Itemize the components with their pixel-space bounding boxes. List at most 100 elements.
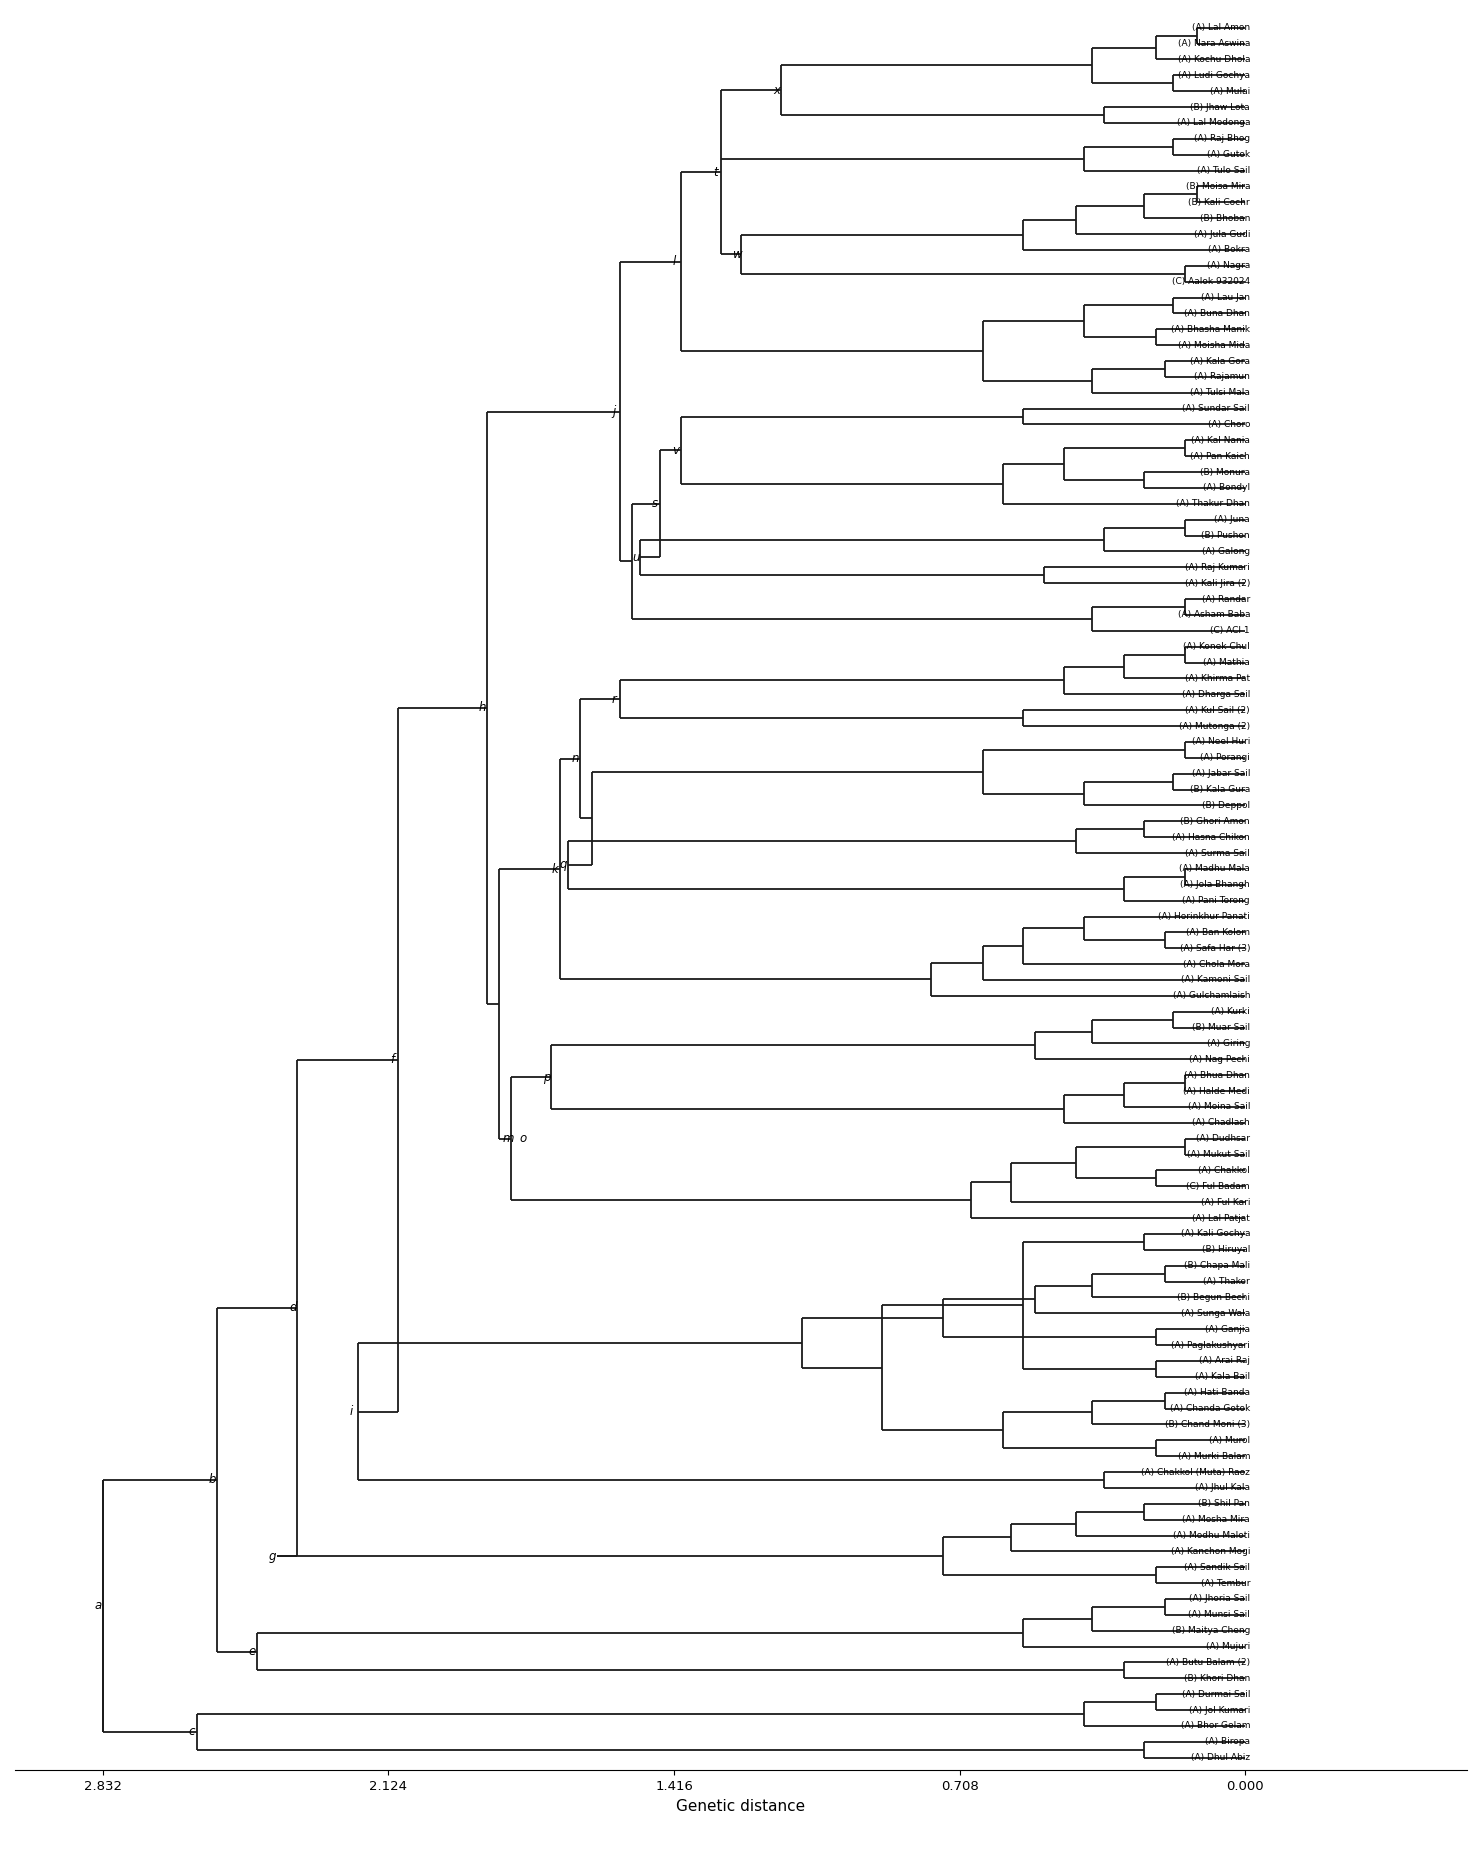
Text: (B) Chapa Mali: (B) Chapa Mali [1184, 1261, 1249, 1271]
Text: (A) Giring: (A) Giring [1206, 1039, 1249, 1049]
Text: t: t [713, 166, 717, 179]
Text: m: m [502, 1133, 514, 1146]
Text: a: a [95, 1599, 102, 1612]
Text: (A) Pani Torong: (A) Pani Torong [1183, 896, 1249, 905]
Text: (A) Lal Patjat: (A) Lal Patjat [1192, 1213, 1249, 1222]
Text: (A) Jabar Sail: (A) Jabar Sail [1192, 769, 1249, 778]
Text: (C) Ful Badam: (C) Ful Badam [1187, 1181, 1249, 1191]
Text: (B) Begun Bechi: (B) Begun Bechi [1177, 1293, 1249, 1302]
Text: (A) Bhor Gelam: (A) Bhor Gelam [1181, 1722, 1249, 1730]
Text: (A) Thakor: (A) Thakor [1203, 1276, 1249, 1286]
Text: (A) Hati Banda: (A) Hati Banda [1184, 1388, 1249, 1398]
Text: (A) Nag Pechi: (A) Nag Pechi [1189, 1054, 1249, 1064]
Text: (A) Chakkol (Muta) Raoz: (A) Chakkol (Muta) Raoz [1141, 1467, 1249, 1476]
Text: (A) Horinkhur Panati: (A) Horinkhur Panati [1159, 912, 1249, 922]
Text: (A) Dhul Abiz: (A) Dhul Abiz [1192, 1754, 1249, 1762]
Text: (A) Choro: (A) Choro [1208, 420, 1249, 429]
Text: w: w [734, 248, 742, 261]
Text: (A) Paglakushyari: (A) Paglakushyari [1171, 1340, 1249, 1349]
Text: (A) Dudhsar: (A) Dudhsar [1196, 1135, 1249, 1144]
Text: (A) Mosha Mira: (A) Mosha Mira [1183, 1515, 1249, 1525]
Text: f: f [390, 1052, 394, 1065]
Text: h: h [479, 702, 486, 715]
Text: (A) Raj Bhog: (A) Raj Bhog [1194, 134, 1249, 144]
Text: (A) Kamoni Sail: (A) Kamoni Sail [1181, 976, 1249, 985]
Text: (A) Surma Sail: (A) Surma Sail [1186, 849, 1249, 858]
Text: (B) Hiruyal: (B) Hiruyal [1202, 1245, 1249, 1254]
Text: g: g [270, 1551, 277, 1564]
Text: (A) Safa Har (3): (A) Safa Har (3) [1180, 944, 1249, 954]
Text: (B) Kali Cochr: (B) Kali Cochr [1189, 198, 1249, 207]
Text: (B) Khori Dhan: (B) Khori Dhan [1184, 1674, 1249, 1683]
Text: (B) Jhaw Lota: (B) Jhaw Lota [1190, 103, 1249, 112]
Text: o: o [519, 1133, 526, 1146]
Text: (A) Mulai: (A) Mulai [1209, 86, 1249, 95]
Text: (A) Kali Gochya: (A) Kali Gochya [1181, 1230, 1249, 1239]
Text: (B) Moisa Mira: (B) Moisa Mira [1186, 181, 1249, 190]
Text: (A) Sandik Sail: (A) Sandik Sail [1184, 1562, 1249, 1571]
Text: (A) Tulsi Mala: (A) Tulsi Mala [1190, 388, 1249, 397]
Text: (A) Madhu Mala: (A) Madhu Mala [1180, 864, 1249, 873]
Text: (B) Pushon: (B) Pushon [1202, 532, 1249, 539]
Text: (A) Bondyl: (A) Bondyl [1203, 483, 1249, 493]
Text: k: k [551, 862, 559, 875]
Text: (A) Chanda Gotok: (A) Chanda Gotok [1169, 1403, 1249, 1413]
Text: (C) Aalok 932024: (C) Aalok 932024 [1172, 278, 1249, 285]
Text: (A) Konek Chul: (A) Konek Chul [1183, 642, 1249, 651]
Text: (A) Chadlash: (A) Chadlash [1192, 1118, 1249, 1127]
Text: (B) Monura: (B) Monura [1200, 468, 1249, 476]
Text: (A) Halde Medi: (A) Halde Medi [1183, 1086, 1249, 1095]
Text: (B) Chand Moni (3): (B) Chand Moni (3) [1165, 1420, 1249, 1429]
Text: l: l [673, 256, 676, 269]
Text: (A) Lal Amon: (A) Lal Amon [1192, 22, 1249, 32]
Text: u: u [633, 550, 640, 564]
Text: (A) Tulo Sail: (A) Tulo Sail [1197, 166, 1249, 175]
Text: (C) ACI 1: (C) ACI 1 [1211, 627, 1249, 634]
Text: (A) Gulchamlaish: (A) Gulchamlaish [1172, 991, 1249, 1000]
Text: (A) Bokra: (A) Bokra [1208, 246, 1249, 254]
Text: (A) Modhu Maloti: (A) Modhu Maloti [1174, 1530, 1249, 1539]
Text: q: q [560, 858, 568, 871]
Text: (B) Shil Pan: (B) Shil Pan [1197, 1498, 1249, 1508]
Text: (A) Jola Bhangh: (A) Jola Bhangh [1180, 881, 1249, 890]
Text: (A) Butu Balam (2): (A) Butu Balam (2) [1166, 1659, 1249, 1666]
Text: (A) Munsi Sail: (A) Munsi Sail [1189, 1610, 1249, 1620]
Text: (A) Durmai Sail: (A) Durmai Sail [1181, 1691, 1249, 1698]
Text: (A) Mathia: (A) Mathia [1203, 659, 1249, 666]
Text: (A) Raj Kumari: (A) Raj Kumari [1186, 564, 1249, 571]
Text: (A) Murol: (A) Murol [1209, 1435, 1249, 1444]
Text: (A) Buna Dhan: (A) Buna Dhan [1184, 310, 1249, 317]
Text: (A) Thakur Dhan: (A) Thakur Dhan [1177, 500, 1249, 508]
Text: n: n [572, 752, 579, 765]
Text: v: v [673, 444, 679, 457]
Text: j: j [612, 405, 615, 418]
Text: (A) Nara Aswina: (A) Nara Aswina [1178, 39, 1249, 49]
Text: (A) Chakkol: (A) Chakkol [1199, 1166, 1249, 1176]
Text: (A) Bhasha Manik: (A) Bhasha Manik [1171, 325, 1249, 334]
Text: (A) Kochu Dhola: (A) Kochu Dhola [1178, 54, 1249, 63]
Text: (A) Neel Huri: (A) Neel Huri [1192, 737, 1249, 746]
Text: x: x [774, 84, 780, 97]
Text: (A) Randar: (A) Randar [1202, 595, 1249, 603]
Text: (A) Jol Kumari: (A) Jol Kumari [1189, 1706, 1249, 1715]
Text: (A) Mutonga (2): (A) Mutonga (2) [1178, 722, 1249, 731]
Text: (A) Ban Kolom: (A) Ban Kolom [1186, 927, 1249, 937]
Text: (B) Muar Sail: (B) Muar Sail [1192, 1023, 1249, 1032]
Text: (A) Chola Mora: (A) Chola Mora [1183, 959, 1249, 968]
Text: (A) Kal Nania: (A) Kal Nania [1192, 437, 1249, 444]
Text: (A) Biropa: (A) Biropa [1205, 1737, 1249, 1747]
Text: (B) Kala Gura: (B) Kala Gura [1190, 786, 1249, 795]
Text: (A) Sunga Wala: (A) Sunga Wala [1181, 1308, 1249, 1317]
X-axis label: Genetic distance: Genetic distance [676, 1799, 806, 1814]
Text: (A) Kali Jira (2): (A) Kali Jira (2) [1184, 578, 1249, 588]
Text: (A) Kurki: (A) Kurki [1211, 1008, 1249, 1017]
Text: (A) Arai Raj: (A) Arai Raj [1199, 1357, 1249, 1366]
Text: (A) Juna: (A) Juna [1214, 515, 1249, 524]
Text: (A) Galong: (A) Galong [1202, 547, 1249, 556]
Text: (A) Bhua Dhan: (A) Bhua Dhan [1184, 1071, 1249, 1080]
Text: (A) Kul Sail (2): (A) Kul Sail (2) [1186, 705, 1249, 715]
Text: r: r [612, 692, 617, 705]
Text: (A) Ludi Gochya: (A) Ludi Gochya [1178, 71, 1249, 80]
Text: (A) Tembur: (A) Tembur [1200, 1579, 1249, 1588]
Text: (A) Mujuri: (A) Mujuri [1206, 1642, 1249, 1651]
